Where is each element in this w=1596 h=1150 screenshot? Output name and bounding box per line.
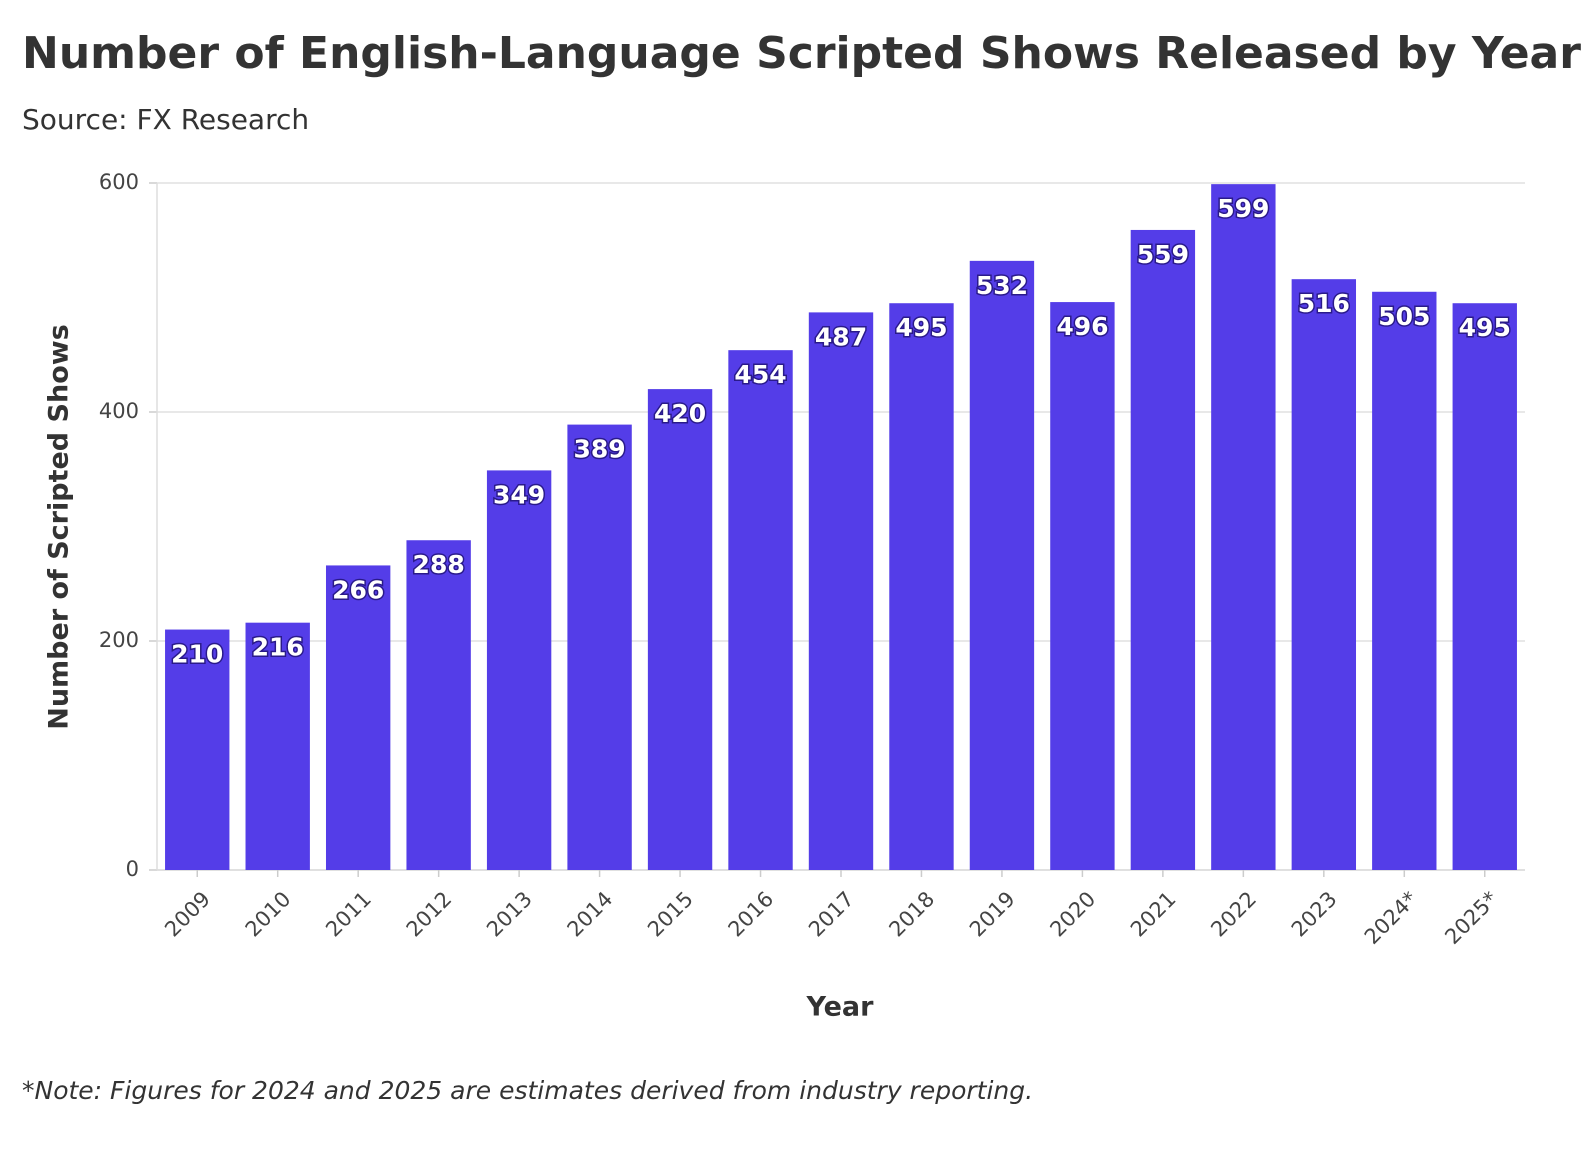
- bar: [1452, 303, 1517, 871]
- x-tick-label: 2015: [643, 887, 698, 942]
- bar: [1291, 279, 1357, 870]
- bar: [406, 540, 471, 870]
- value-label: 349: [493, 480, 545, 509]
- x-tick-label: 2009: [160, 887, 215, 942]
- bar: [1050, 302, 1115, 871]
- x-tick-label: 2017: [804, 887, 859, 942]
- y-axis-label: Number of Scripted Shows: [44, 324, 75, 730]
- value-label: 266: [332, 575, 384, 604]
- value-label: 216: [252, 633, 304, 662]
- bar: [969, 260, 1035, 870]
- x-tick-label: 2024*: [1360, 887, 1422, 949]
- bar: [567, 424, 632, 870]
- value-label: 532: [976, 271, 1028, 300]
- y-tick-label: 400: [99, 399, 139, 423]
- x-tick-label: 2014: [563, 887, 618, 942]
- value-label: 495: [1459, 313, 1511, 342]
- x-axis-label: Year: [806, 992, 875, 1023]
- value-label: 210: [171, 640, 223, 669]
- x-tick-label: 2019: [965, 887, 1020, 942]
- bar: [647, 389, 713, 870]
- value-label: 505: [1378, 302, 1430, 331]
- x-tick-label: 2020: [1045, 887, 1100, 942]
- bar: [808, 312, 874, 870]
- footnote: *Note: Figures for 2024 and 2025 are est…: [22, 1076, 1033, 1105]
- bar: [889, 303, 954, 871]
- x-tick-label: 2022: [1206, 887, 1261, 942]
- x-tick-label: 2011: [321, 887, 376, 942]
- bar: [325, 565, 391, 870]
- value-label: 559: [1137, 240, 1189, 269]
- y-tick-label: 0: [126, 857, 139, 881]
- x-tick-label: 2012: [402, 887, 457, 942]
- x-tick-label: 2025*: [1440, 887, 1502, 949]
- x-tick-label: 2021: [1126, 887, 1181, 942]
- x-tick-label: 2013: [482, 887, 537, 942]
- value-label: 599: [1217, 194, 1269, 223]
- chart-subtitle: Source: FX Research: [22, 103, 309, 136]
- bar: [1130, 229, 1196, 870]
- x-tick-label: 2023: [1287, 887, 1342, 942]
- bar: [245, 622, 310, 870]
- value-label: 454: [734, 360, 786, 389]
- x-tick-label: 2018: [884, 887, 939, 942]
- bar: [486, 470, 552, 870]
- value-label: 495: [895, 313, 947, 342]
- value-label: 487: [815, 322, 867, 351]
- value-label: 496: [1056, 312, 1108, 341]
- x-tick-label: 2010: [241, 887, 296, 942]
- bar: [728, 350, 793, 870]
- bar: [1211, 184, 1276, 870]
- bar: [1372, 291, 1437, 870]
- chart-title: Number of English-Language Scripted Show…: [22, 28, 1581, 79]
- y-tick-label: 200: [99, 628, 139, 652]
- x-tick-label: 2016: [724, 887, 779, 942]
- bar: [165, 629, 230, 870]
- value-label: 516: [1298, 289, 1350, 318]
- value-label: 420: [654, 399, 706, 428]
- value-label: 288: [413, 550, 465, 579]
- y-tick-label: 600: [99, 170, 139, 194]
- value-label: 389: [573, 435, 625, 464]
